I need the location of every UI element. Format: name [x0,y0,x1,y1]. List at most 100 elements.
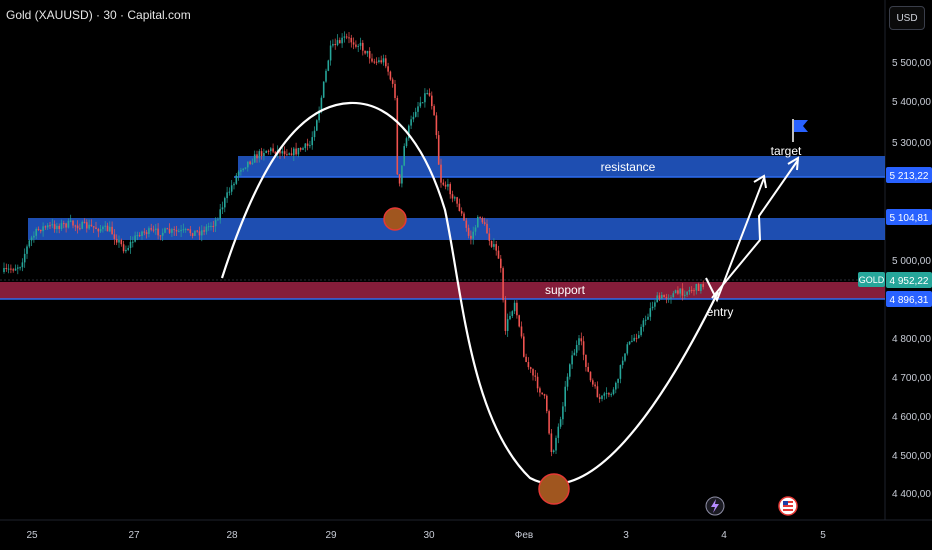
candle-body [115,238,118,243]
candle-body [240,169,242,172]
price-label: 5 500,00 [892,58,931,69]
candle-body [327,60,330,71]
candle-body [628,341,631,345]
candle-body [201,230,203,236]
flag-icon[interactable] [792,119,808,142]
candle-body [180,229,182,232]
candle-body [143,231,146,233]
candle-body [562,406,564,420]
candle-body [106,225,109,232]
candle-body [688,289,691,292]
candle-body [534,375,537,377]
candle-body [665,297,668,299]
svg-text:5 104,81: 5 104,81 [890,213,929,224]
candle-body [122,244,125,252]
candle-body [493,244,495,247]
candle-body [302,148,304,150]
current-price-tag: 4 952,22 [886,272,932,288]
candle-body [396,97,399,175]
candle-body [196,230,198,232]
candle-body [638,335,640,339]
level-tag-5104: 5 104,81 [886,209,932,225]
candle-body [230,185,233,192]
candle-body [601,395,603,399]
candle-body [516,302,518,316]
candle-body [72,220,74,226]
target-label: target [771,144,802,158]
candle-body [444,184,447,187]
candle-body [378,60,380,62]
candle-body [228,191,231,193]
candle-body [575,344,578,353]
candle-body [488,233,491,241]
candle-body [546,395,548,412]
candle-body [525,356,527,363]
candle-body [617,378,619,383]
candle-body [580,338,583,342]
price-label: 4 400,00 [892,489,931,500]
candle-body [258,151,261,159]
candle-body [182,229,185,231]
candle-body [295,148,297,155]
lightning-icon[interactable] [705,496,725,516]
candle-body [684,294,686,296]
candle-body [401,165,403,184]
candle-body [173,229,175,231]
resistance-zone-upper[interactable] [234,156,885,178]
price-label: 5 000,00 [892,256,931,267]
candle-body [35,229,37,236]
candle-body [194,230,196,236]
price-label: 4 700,00 [892,373,931,384]
candle-body [677,290,679,294]
candle-body [502,268,504,301]
candle-body [651,306,654,309]
candle-body [467,227,470,236]
candle-body [559,419,562,427]
support-zone[interactable] [0,279,885,300]
candle-body [555,437,557,451]
candle-body [157,228,159,236]
candle-body [286,154,288,156]
level-tag-4896: 4 896,31 [886,291,932,307]
candle-body [299,147,302,150]
candle-body [58,225,60,229]
candle-body [187,228,189,230]
candle-body [700,284,702,291]
candle-body [667,298,670,300]
candle-body [612,389,615,395]
candle-body [90,224,93,227]
candle-body [509,315,511,320]
candle-body [86,222,88,229]
candle-body [506,319,509,331]
candle-body [288,153,290,155]
us-flag-icon[interactable] [778,496,798,516]
candle-body [334,44,336,46]
candle-body [141,231,143,236]
candle-body [674,290,677,294]
candle-body [460,211,463,214]
candle-body [479,216,481,218]
time-axis[interactable]: 25 27 28 29 30 Фев 3 4 5 [26,530,826,541]
candle-body [178,231,180,233]
time-label: 30 [423,530,435,541]
candle-body [293,148,295,156]
candle-body [437,135,440,165]
candle-body [138,235,141,237]
candle-body [224,198,226,208]
candle-body [118,239,120,243]
cycle-curve [220,101,719,486]
candle-body [635,337,638,339]
candle-body [95,227,97,229]
candle-body [51,224,54,226]
candle-body [270,148,272,152]
candle-body [656,295,658,303]
candle-body [463,213,465,221]
price-label: 4 600,00 [892,412,931,423]
candle-body [640,326,642,336]
candle-body [267,150,270,152]
currency-button[interactable]: USD [889,6,925,30]
candle-body [290,153,293,156]
price-axis[interactable]: 5 500,00 5 400,00 5 300,00 5 000,00 4 80… [892,58,931,500]
candle-body [92,226,95,228]
